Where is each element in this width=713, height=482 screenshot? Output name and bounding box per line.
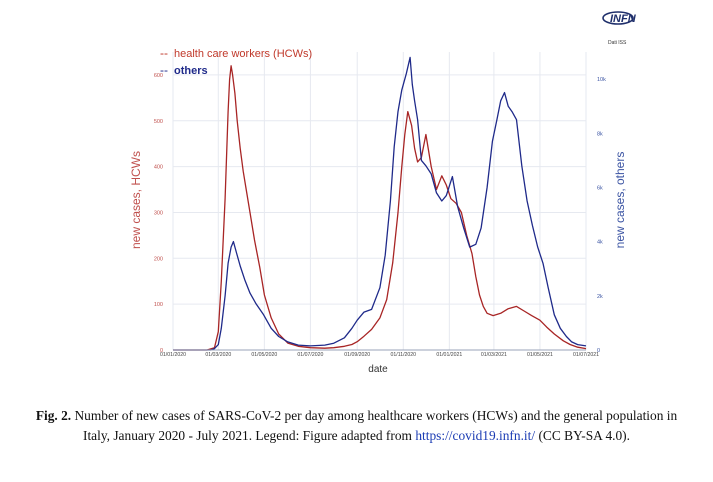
x-tick-label: 01/05/2021 bbox=[527, 352, 553, 358]
x-tick-label: 01/11/2020 bbox=[390, 352, 416, 358]
legend-hcws-marker: -- bbox=[160, 46, 168, 60]
y-right-tick-label: 10k bbox=[597, 77, 606, 83]
y-right-tick-label: 0 bbox=[597, 348, 600, 354]
x-tick-label: 01/07/2021 bbox=[573, 352, 599, 358]
legend-others-marker: -- bbox=[160, 63, 168, 77]
plot-area bbox=[173, 52, 586, 350]
x-tick-label: 01/03/2021 bbox=[481, 352, 507, 358]
x-axis-title: date bbox=[368, 364, 388, 375]
x-tick-labels: 01/01/2020 01/03/2020 01/05/2020 01/07/2020… bbox=[160, 352, 599, 358]
y-left-tick-labels: 0 100 200 300 400 500 600 bbox=[154, 73, 163, 354]
series-line-others bbox=[173, 56, 587, 351]
legend-hcws-label: health care workers (HCWs) bbox=[174, 48, 312, 60]
x-tick-label: 01/01/2020 bbox=[160, 352, 186, 358]
y-right-tick-label: 4k bbox=[597, 240, 603, 246]
x-tick-label: 01/07/2020 bbox=[297, 352, 323, 358]
caption-license: (CC BY-SA 4.0). bbox=[538, 428, 630, 443]
x-tick-label: 01/03/2020 bbox=[205, 352, 231, 358]
infn-logo-swoosh-icon bbox=[602, 11, 634, 25]
series-layer bbox=[173, 56, 587, 351]
y-left-tick-label: 400 bbox=[154, 165, 163, 171]
y-left-tick-label: 200 bbox=[154, 256, 163, 262]
y-right-tick-label: 6k bbox=[597, 185, 603, 191]
y-left-tick-label: 300 bbox=[154, 210, 163, 216]
infn-logo: INFN Dati ISS bbox=[602, 11, 637, 46]
legend-others-label: others bbox=[174, 65, 208, 77]
infn-logo-text: INFN bbox=[610, 13, 637, 25]
y-right-tick-labels: 0 2k 4k 6k 8k 10k bbox=[597, 77, 606, 354]
y-left-tick-label: 100 bbox=[154, 302, 163, 308]
x-tick-label: 01/09/2020 bbox=[344, 352, 370, 358]
y-right-axis-title: new cases, others bbox=[613, 152, 627, 249]
caption-text: Number of new cases of SARS-CoV-2 per da… bbox=[74, 408, 678, 443]
y-left-tick-label: 500 bbox=[154, 119, 163, 125]
figure-caption: Fig. 2. Number of new cases of SARS-CoV-… bbox=[30, 406, 683, 446]
y-left-tick-label: 0 bbox=[160, 348, 163, 354]
y-right-tick-label: 2k bbox=[597, 294, 603, 300]
data-source-note: Dati ISS bbox=[608, 40, 627, 46]
caption-link[interactable]: https://covid19.infn.it/ bbox=[415, 428, 536, 443]
legend: -- health care workers (HCWs) -- others bbox=[160, 46, 312, 77]
y-left-tick-label: 600 bbox=[154, 73, 163, 79]
x-tick-label: 01/05/2020 bbox=[251, 352, 277, 358]
series-line-hcws bbox=[173, 65, 587, 351]
chart: 01/01/2020 01/03/2020 01/05/2020 01/07/2020… bbox=[129, 11, 637, 375]
caption-label: Fig. 2. bbox=[35, 408, 72, 423]
x-tick-label: 01/01/2021 bbox=[436, 352, 462, 358]
y-right-tick-label: 8k bbox=[597, 131, 603, 137]
y-left-axis-title: new cases, HCWs bbox=[129, 151, 143, 249]
